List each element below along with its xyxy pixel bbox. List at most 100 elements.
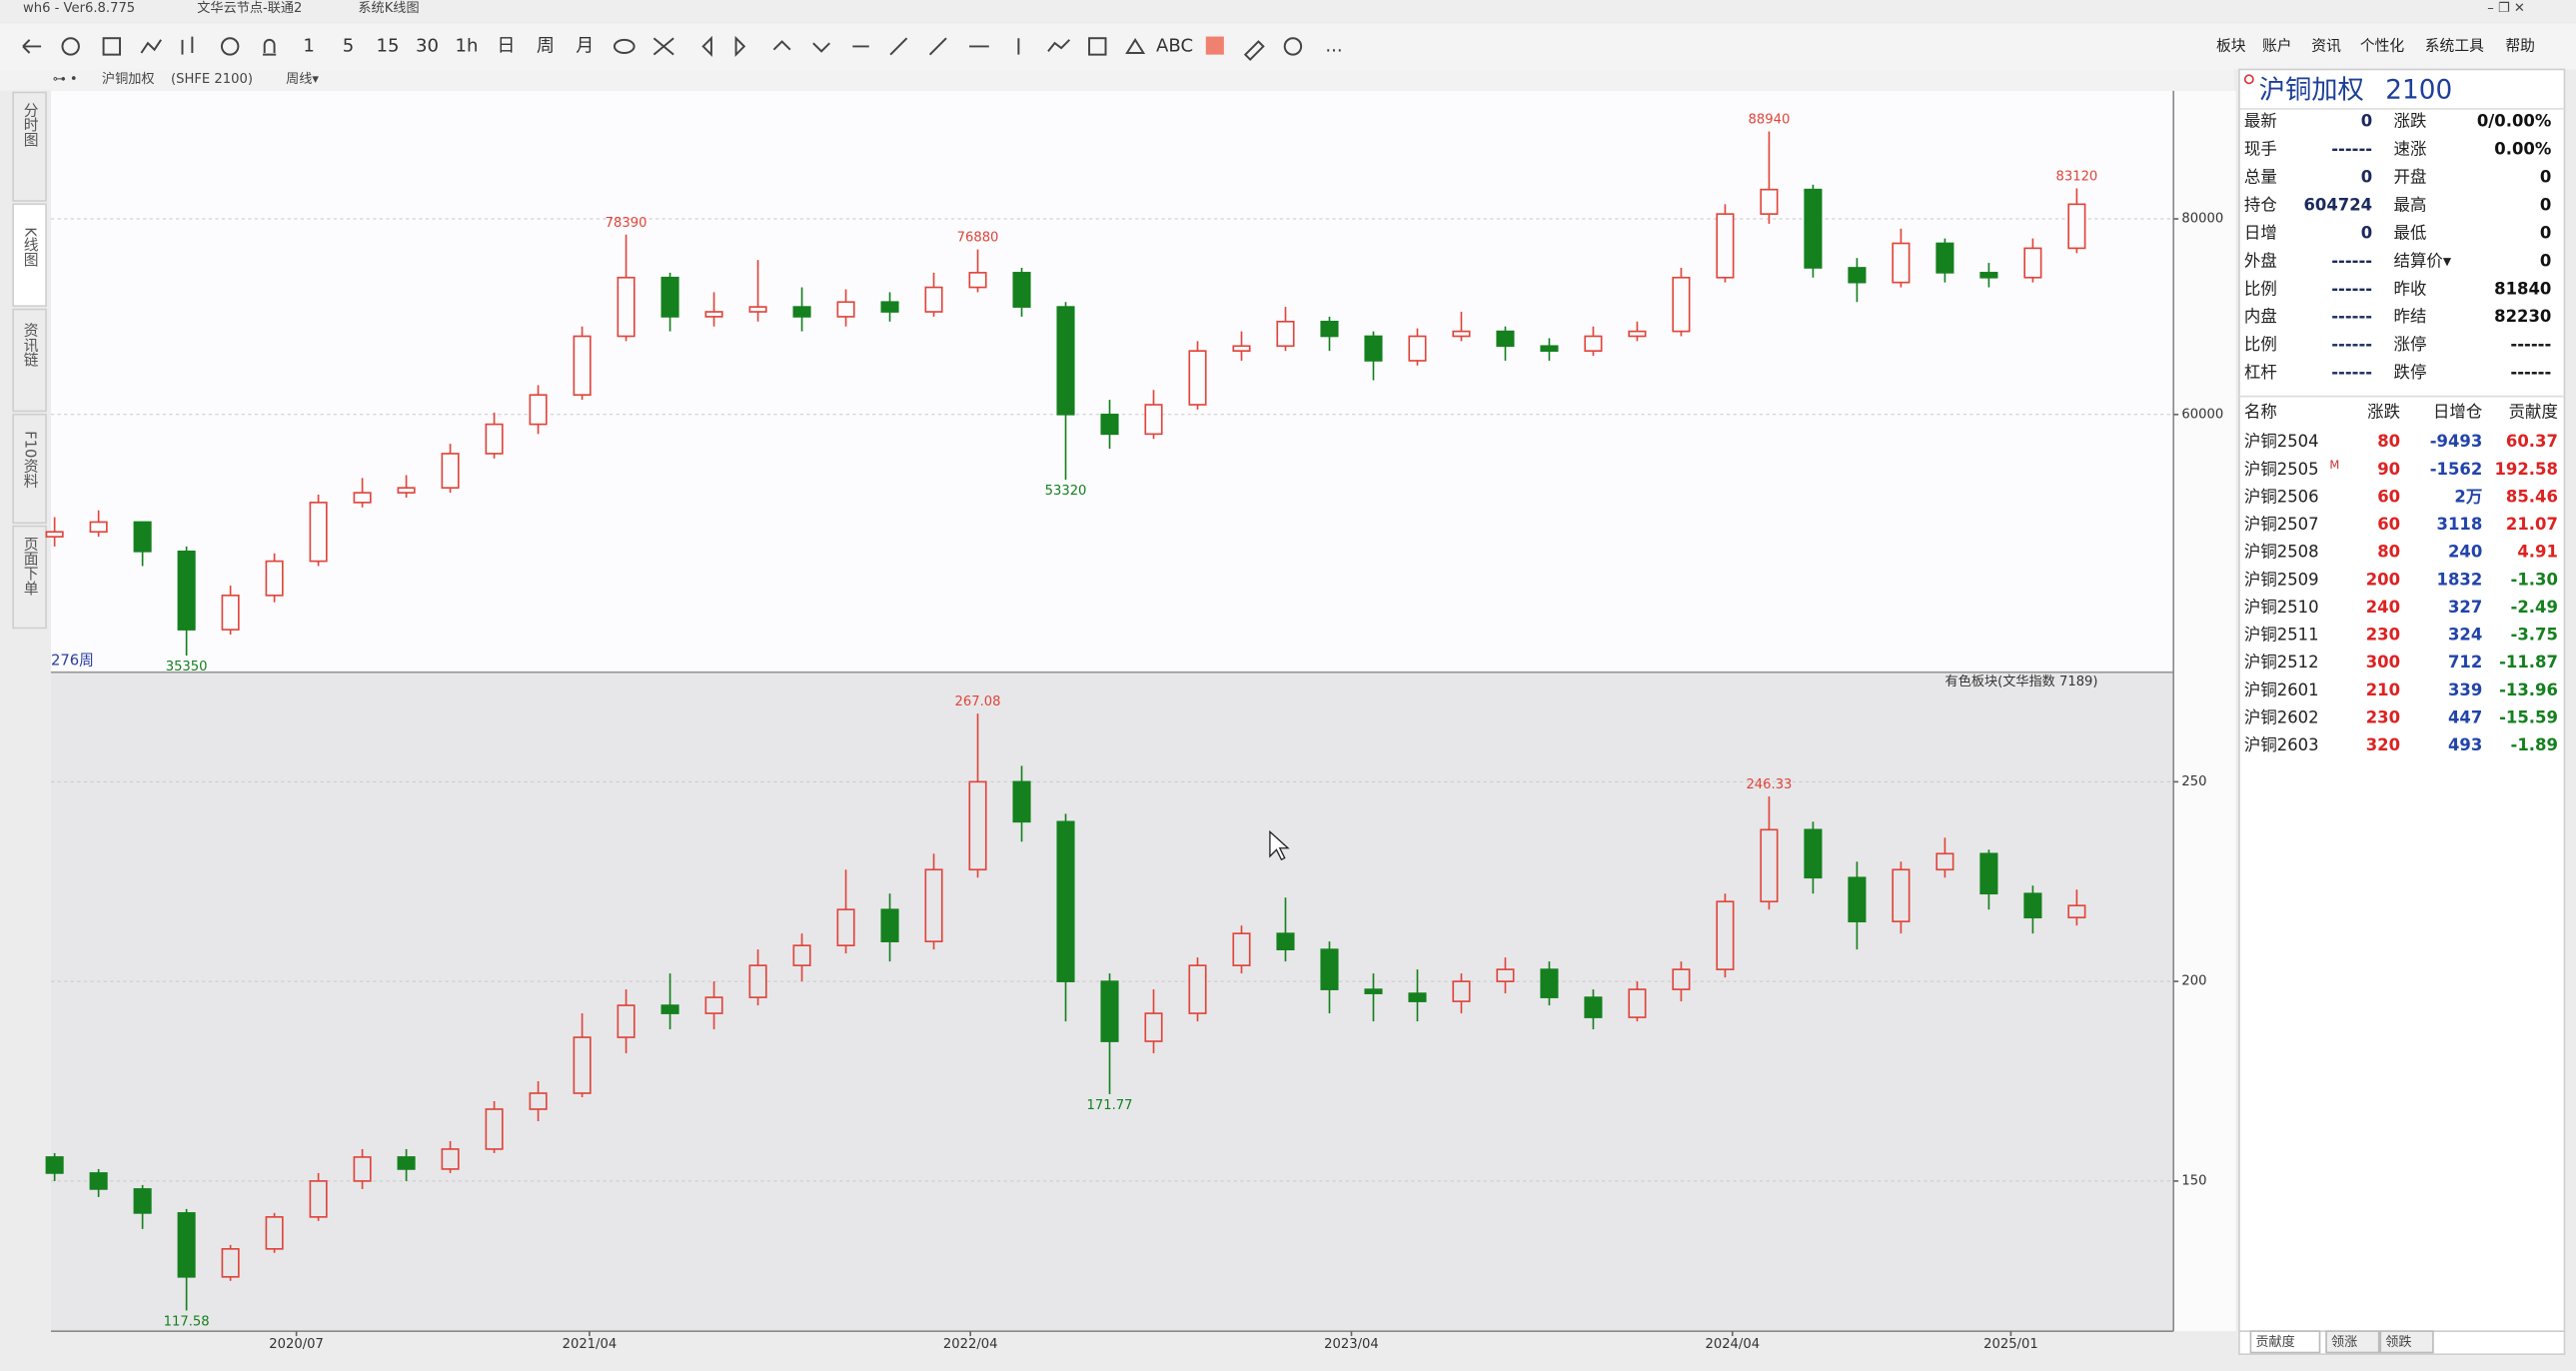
rect-icon[interactable] <box>1088 37 1107 56</box>
refresh-icon[interactable] <box>61 37 80 56</box>
quote-label: 现手 <box>2244 140 2277 159</box>
link-icon[interactable]: ⊶ • <box>53 72 78 87</box>
contract-change: 240 <box>2366 598 2400 617</box>
side-tab-label[interactable]: F10资料 <box>22 431 39 488</box>
side-tab[interactable] <box>12 91 47 202</box>
quote-name: 沪铜加权 <box>2259 75 2364 105</box>
candle-body <box>1276 320 1295 348</box>
quote-label: 最高 <box>2394 195 2427 214</box>
contract-oi-change: 339 <box>2448 681 2482 699</box>
side-tab[interactable] <box>12 308 47 413</box>
quote-value: ------ <box>2331 251 2372 270</box>
side-tab-label[interactable]: 分时图 <box>22 102 39 147</box>
arrow-icons[interactable] <box>701 35 746 58</box>
wave-icon[interactable] <box>1047 39 1071 52</box>
extreme-label: 35350 <box>166 660 208 675</box>
bottom-tab[interactable] <box>2379 1330 2434 1354</box>
candle-body <box>704 996 723 1014</box>
quote-value: ------ <box>2510 363 2551 382</box>
color-icon[interactable] <box>1205 36 1224 55</box>
toolbar-button[interactable]: 30 <box>416 35 439 56</box>
bottom-tab-label[interactable]: 贡献度 <box>2255 1334 2294 1350</box>
menu-item[interactable]: 个性化 <box>2360 37 2405 54</box>
alarm-icon[interactable] <box>263 38 277 56</box>
candle-body <box>1716 213 1735 279</box>
y-tick-label: 150 <box>2181 1173 2206 1188</box>
contract-oi-change: 3118 <box>2437 515 2483 534</box>
contract-change: 60 <box>2377 515 2400 534</box>
candle-body <box>1760 188 1779 215</box>
bottom-tab-label[interactable]: 领跌 <box>2385 1334 2411 1350</box>
grid-icon[interactable] <box>102 37 122 56</box>
candle-body <box>133 521 152 553</box>
side-tab[interactable] <box>12 413 47 525</box>
draw-tools[interactable] <box>852 37 1020 56</box>
candle-body <box>353 492 372 504</box>
menu-item[interactable]: 板块 <box>2216 36 2246 54</box>
candle-body <box>1232 932 1251 966</box>
bottom-tab-label[interactable]: 领涨 <box>2331 1334 2357 1350</box>
candle-body <box>1892 868 1911 923</box>
toolbar-button[interactable]: 5 <box>343 35 355 56</box>
quote-label: 开盘 <box>2394 167 2427 186</box>
up-icon[interactable] <box>1125 37 1146 54</box>
contract-oi-change: 327 <box>2448 598 2482 617</box>
candle-body <box>660 1004 679 1014</box>
bottom-tab[interactable] <box>2249 1330 2321 1354</box>
period-select[interactable]: 周线▾ <box>286 71 319 87</box>
contract-oi-change: 447 <box>2448 707 2482 726</box>
quote-value: ------ <box>2331 279 2372 298</box>
contract-contribution: 60.37 <box>2506 432 2558 451</box>
contract-change: 60 <box>2377 487 2400 506</box>
view-name: 系统K线图 <box>358 0 419 16</box>
cross-icon[interactable] <box>652 37 674 56</box>
contract-contribution: 192.58 <box>2494 460 2557 479</box>
kline-icon[interactable] <box>181 36 194 55</box>
contract-contribution: 4.91 <box>2517 543 2558 562</box>
toolbar-button[interactable]: 15 <box>377 35 400 56</box>
eye-icon[interactable] <box>613 38 636 54</box>
panel-title: 有色板块(文华指数 7189) <box>1945 673 2098 689</box>
side-tab-active[interactable] <box>12 203 47 308</box>
menu-item[interactable]: 帮助 <box>2505 37 2535 54</box>
candle-body <box>1012 780 1031 823</box>
quote-value: 0.00% <box>2494 140 2551 159</box>
candle-body <box>441 1148 460 1170</box>
candle-body <box>1144 404 1163 436</box>
cloud-icon[interactable] <box>220 37 240 56</box>
line-icon[interactable] <box>140 39 162 54</box>
menu-item[interactable]: 系统工具 <box>2425 37 2484 54</box>
quote-label: 最新 <box>2244 112 2277 131</box>
candle-body <box>485 1108 504 1150</box>
back-icon[interactable] <box>22 39 42 54</box>
menu-item[interactable]: 资讯 <box>2311 37 2341 54</box>
toolbar-button[interactable]: 日 <box>497 35 515 56</box>
toolbar-button[interactable]: 1 <box>303 35 315 56</box>
contract-name: 沪铜2512 <box>2244 653 2319 672</box>
side-tab-label[interactable]: 页面下单 <box>22 536 39 595</box>
bottom-tab[interactable] <box>2325 1330 2380 1354</box>
candle-body <box>1056 306 1075 416</box>
candle-body <box>1144 1012 1163 1042</box>
side-tab-label[interactable]: K线图 <box>22 227 39 266</box>
toolbar-button[interactable]: ... <box>1325 35 1342 56</box>
side-tab-label[interactable]: 资讯链 <box>22 323 39 368</box>
candle-body <box>924 286 943 313</box>
candle-body <box>177 550 196 631</box>
candle-body <box>924 868 943 943</box>
candle-body <box>1540 968 1559 998</box>
candle-body <box>2023 247 2042 279</box>
toolbar-button[interactable]: 月 <box>576 35 594 56</box>
window-controls[interactable]: – ❐ ✕ <box>2487 1 2525 16</box>
settings-icon[interactable] <box>1283 37 1303 56</box>
toolbar-button[interactable]: ABC <box>1156 35 1193 56</box>
pen-icon[interactable] <box>1243 40 1265 61</box>
toolbar-button[interactable]: 1h <box>455 35 478 56</box>
toolbar-button[interactable]: 周 <box>537 35 555 56</box>
candle-body <box>1364 335 1383 362</box>
x-tick-label: 2020/07 <box>269 1337 324 1352</box>
y-tick-label: 80000 <box>2181 212 2223 227</box>
chevron-icons[interactable] <box>772 40 830 53</box>
side-tab[interactable] <box>12 525 47 630</box>
menu-item[interactable]: 账户 <box>2262 37 2292 54</box>
